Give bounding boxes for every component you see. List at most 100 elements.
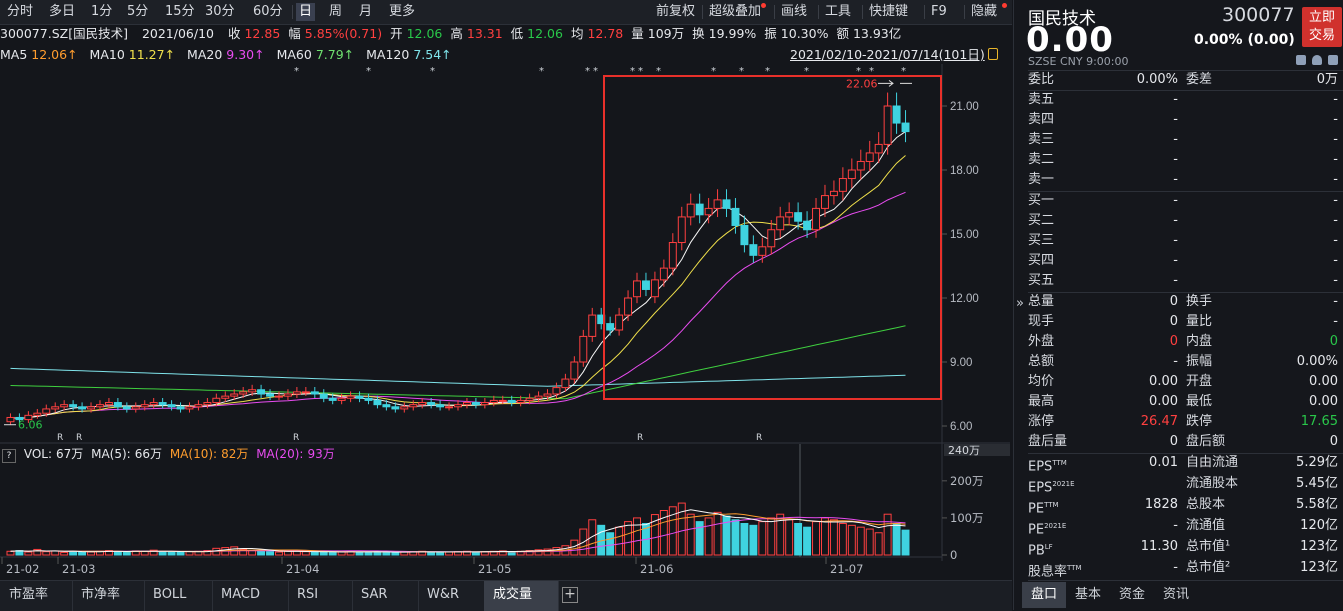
event-r-marker[interactable]: R (293, 433, 299, 443)
bell-icon[interactable] (1312, 55, 1322, 65)
volume-bar (113, 551, 122, 556)
ma20-label: MA20 (187, 47, 223, 62)
fin-row: PETTM 1828 总股本 5.58亿 (1028, 495, 1340, 516)
lock-icon[interactable] (988, 48, 998, 60)
candle-body (785, 212, 794, 218)
fin-label: PBLF (1028, 537, 1053, 561)
candle-body (525, 397, 534, 401)
tool-button-1[interactable]: 超级叠加 (709, 4, 762, 19)
period-tab-5[interactable]: 30分 (205, 4, 235, 19)
period-tab-6[interactable]: 60分 (253, 4, 283, 19)
period-tab-3[interactable]: 5分 (127, 4, 149, 19)
event-r-marker[interactable]: R (57, 433, 63, 443)
candle-body (364, 397, 373, 401)
panel-tab-2[interactable]: 资金 (1119, 587, 1146, 602)
event-star-marker[interactable]: * (593, 66, 598, 77)
indicator-tab-7[interactable]: 成交量 (484, 581, 559, 611)
tool-button-3[interactable]: 工具 (825, 4, 852, 19)
volume-bar (24, 551, 33, 556)
ma20-value: 9.30↑ (226, 47, 265, 62)
event-star-marker[interactable]: * (366, 66, 371, 77)
bid-price: - (1173, 253, 1178, 268)
edit-icon[interactable] (1296, 55, 1306, 65)
period-tab-10[interactable]: 更多 (389, 4, 416, 19)
tool-button-5[interactable]: F9 (931, 4, 947, 19)
candle-body (212, 397, 221, 404)
volume-bar (525, 550, 534, 556)
event-star-marker[interactable]: * (539, 66, 544, 77)
indicator-tab-6[interactable]: W&R (418, 581, 485, 611)
event-star-marker[interactable]: * (638, 66, 643, 77)
period-tab-4[interactable]: 15分 (165, 4, 195, 19)
indicator-tab-3[interactable]: MACD (212, 581, 289, 611)
event-star-marker[interactable]: * (765, 66, 770, 77)
candle-body (794, 212, 803, 222)
fin-value: 11.30 (1140, 539, 1178, 554)
event-r-marker[interactable]: R (76, 433, 82, 443)
notification-dot (761, 3, 766, 8)
period-tab-0[interactable]: 分时 (7, 4, 34, 19)
high-label: 高 (450, 26, 463, 41)
panel-tab-1[interactable]: 基本 (1075, 587, 1102, 602)
stat-row: 盘后量 0 盘后额 0 (1028, 432, 1340, 452)
stat-row: 现手 0 量比 - (1028, 312, 1340, 332)
indicator-tab-5[interactable]: SAR (352, 581, 419, 611)
panel-tab-3[interactable]: 资讯 (1163, 587, 1190, 602)
fin-value2: 123亿 (1300, 560, 1338, 575)
tool-button-4[interactable]: 快捷键 (869, 4, 909, 19)
event-star-marker[interactable]: * (739, 66, 744, 77)
volume-chart[interactable]: 240万 200万 100万 0 21-02 21-03 21-04 21-05 21-06 21… (0, 444, 1010, 581)
candle-body (24, 414, 33, 421)
help-icon[interactable]: ? (2, 449, 16, 463)
event-star-marker[interactable]: * (804, 66, 809, 77)
candle-body (713, 199, 722, 209)
period-tab-9[interactable]: 月 (359, 4, 373, 19)
event-r-marker[interactable]: R (637, 433, 643, 443)
event-star-marker[interactable]: * (585, 66, 590, 77)
candle-body (776, 216, 785, 231)
candle-body (113, 402, 122, 408)
volume-bar (248, 550, 257, 556)
indicator-tab-4[interactable]: RSI (288, 581, 353, 611)
volume-bar (874, 532, 883, 556)
volume-bar (659, 510, 668, 556)
indicator-tab-1[interactable]: 市净率 (72, 581, 145, 611)
stat-value: 0 (1169, 434, 1178, 449)
period-tab-8[interactable]: 周 (329, 4, 343, 19)
ask-row: 卖一 - - (1028, 170, 1340, 190)
event-r-marker[interactable]: R (756, 433, 762, 443)
period-tab-7[interactable]: 日 (296, 3, 316, 21)
panel-tab-0[interactable]: 盘口 (1022, 582, 1067, 608)
toolbar-divider (774, 5, 775, 19)
volume-bar (820, 517, 829, 556)
divider (1028, 70, 1343, 71)
volume-bar (158, 551, 167, 556)
tool-button-0[interactable]: 前复权 (656, 4, 696, 19)
volume-bar (87, 551, 96, 556)
add-indicator-button[interactable]: + (562, 587, 578, 603)
event-star-marker[interactable]: * (430, 66, 435, 77)
fin-value2: 120亿 (1300, 518, 1338, 533)
event-star-marker[interactable]: * (869, 66, 874, 77)
event-star-marker[interactable]: * (656, 66, 661, 77)
expand-icon[interactable]: » (1016, 296, 1024, 311)
tool-button-6[interactable]: 隐藏 (971, 4, 998, 19)
period-tab-1[interactable]: 多日 (49, 4, 76, 19)
fin-label-sup: TTM (1067, 564, 1082, 572)
event-star-marker[interactable]: * (856, 66, 861, 77)
share-icon[interactable] (1328, 55, 1338, 65)
trade-button[interactable]: 立即 交易 (1302, 7, 1342, 47)
event-star-marker[interactable]: * (630, 66, 635, 77)
event-star-marker[interactable]: * (294, 66, 299, 77)
tool-button-2[interactable]: 画线 (781, 4, 808, 19)
candle-body (122, 406, 131, 410)
event-star-marker[interactable]: * (901, 66, 906, 77)
period-tab-2[interactable]: 1分 (91, 4, 113, 19)
event-star-marker[interactable]: * (711, 66, 716, 77)
fin-label2: 流通股本 (1186, 476, 1239, 491)
candle-body (829, 190, 838, 197)
indicator-tab-2[interactable]: BOLL (144, 581, 213, 611)
indicator-tab-0[interactable]: 市盈率 (0, 581, 73, 611)
date-range[interactable]: 2021/02/10-2021/07/14(101日) (790, 47, 985, 62)
